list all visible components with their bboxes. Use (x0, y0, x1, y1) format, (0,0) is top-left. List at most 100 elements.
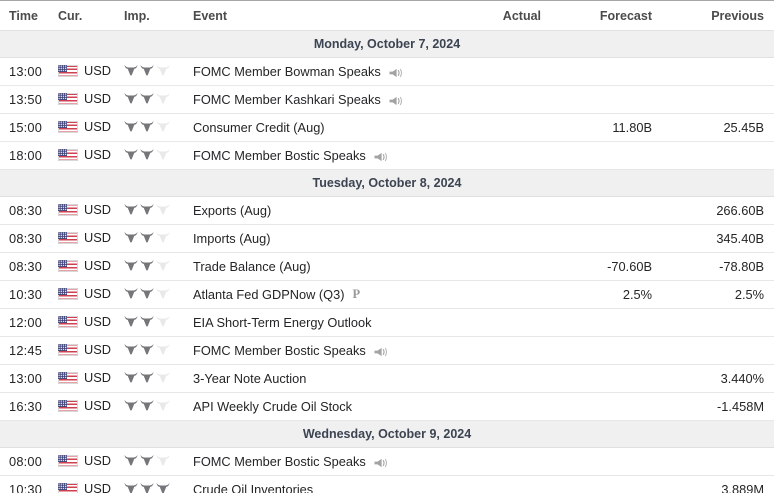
importance-cell (123, 58, 192, 86)
previous-value: 3.440% (662, 365, 774, 393)
event-link[interactable]: Exports (Aug) (193, 203, 271, 218)
event-row[interactable]: 10:30 USD Atlanta Fed GDPNow (Q3) (0, 281, 774, 309)
event-currency: USD (57, 448, 123, 476)
previous-value: -1.458M (662, 393, 774, 421)
event-link[interactable]: FOMC Member Bowman Speaks (193, 64, 381, 79)
us-flag-icon (58, 372, 78, 384)
day-header-row: Monday, October 7, 2024 (0, 31, 774, 58)
bull-icon (124, 232, 138, 243)
column-header-importance: Imp. (123, 1, 192, 31)
event-row[interactable]: 13:50 USD FOMC Member Kashkari Speaks (0, 86, 774, 114)
bull-icon (156, 93, 170, 104)
event-row[interactable]: 08:30 USD Exports (Aug) (0, 197, 774, 225)
preliminary-icon: P (352, 287, 360, 302)
event-row[interactable]: 13:00 USD 3-Year Note Auction (0, 365, 774, 393)
event-link[interactable]: Crude Oil Inventories (193, 482, 313, 493)
actual-value (463, 476, 551, 493)
previous-value: 3.889M (662, 476, 774, 493)
event-row[interactable]: 08:00 USD FOMC Member Bostic Speaks (0, 448, 774, 476)
bull-icon (156, 260, 170, 271)
event-row[interactable]: 10:30 USD Crude Oil Inventories (0, 476, 774, 493)
event-cell: FOMC Member Bostic Speaks (192, 448, 463, 476)
bull-icon (124, 65, 138, 76)
event-time: 08:30 (0, 197, 57, 225)
bull-icon (156, 483, 170, 493)
bull-icon (124, 316, 138, 327)
importance-cell (123, 281, 192, 309)
currency-code: USD (84, 202, 111, 217)
actual-value (463, 114, 551, 142)
event-cell: 3-Year Note Auction (192, 365, 463, 393)
bull-icon (156, 455, 170, 466)
forecast-value (551, 86, 662, 114)
event-link[interactable]: API Weekly Crude Oil Stock (193, 399, 352, 414)
event-cell: FOMC Member Bostic Speaks (192, 142, 463, 170)
bull-icon (156, 232, 170, 243)
event-link[interactable]: Consumer Credit (Aug) (193, 120, 325, 135)
forecast-value (551, 365, 662, 393)
bull-icon (124, 483, 138, 493)
event-currency: USD (57, 114, 123, 142)
event-link[interactable]: Trade Balance (Aug) (193, 259, 311, 274)
previous-value (662, 58, 774, 86)
event-currency: USD (57, 86, 123, 114)
event-row[interactable]: 08:30 USD Trade Balance (Aug) (0, 253, 774, 281)
previous-value: 266.60B (662, 197, 774, 225)
event-time: 15:00 (0, 114, 57, 142)
forecast-value (551, 337, 662, 365)
bull-icon (156, 204, 170, 215)
currency-code: USD (84, 230, 111, 245)
currency-code: USD (84, 481, 111, 493)
event-row[interactable]: 15:00 USD Consumer Credit (Aug) (0, 114, 774, 142)
speaker-icon (374, 152, 388, 162)
bull-icon (140, 204, 154, 215)
event-link[interactable]: Imports (Aug) (193, 231, 271, 246)
importance-cell (123, 253, 192, 281)
currency-code: USD (84, 147, 111, 162)
bull-icon (140, 93, 154, 104)
header-row: Time Cur. Imp. Event Actual Forecast Pre… (0, 1, 774, 31)
event-link[interactable]: 3-Year Note Auction (193, 371, 306, 386)
event-cell: Trade Balance (Aug) (192, 253, 463, 281)
us-flag-icon (58, 344, 78, 356)
importance-cell (123, 142, 192, 170)
event-link[interactable]: FOMC Member Bostic Speaks (193, 148, 366, 163)
event-row[interactable]: 12:00 USD EIA Short-Term Energy Outlook (0, 309, 774, 337)
bull-icon (156, 121, 170, 132)
previous-value: 345.40B (662, 225, 774, 253)
bull-icon (156, 149, 170, 160)
event-currency: USD (57, 337, 123, 365)
event-row[interactable]: 16:30 USD API Weekly Crude Oil Stock (0, 393, 774, 421)
event-cell: Exports (Aug) (192, 197, 463, 225)
bull-icon (140, 400, 154, 411)
forecast-value: 2.5% (551, 281, 662, 309)
us-flag-icon (58, 93, 78, 105)
bull-icon (124, 400, 138, 411)
event-link[interactable]: FOMC Member Bostic Speaks (193, 454, 366, 469)
previous-value (662, 448, 774, 476)
us-flag-icon (58, 316, 78, 328)
importance-cell (123, 448, 192, 476)
event-link[interactable]: FOMC Member Kashkari Speaks (193, 92, 381, 107)
event-link[interactable]: Atlanta Fed GDPNow (Q3) (193, 287, 344, 302)
event-link[interactable]: EIA Short-Term Energy Outlook (193, 315, 372, 330)
event-time: 08:00 (0, 448, 57, 476)
event-cell: Atlanta Fed GDPNow (Q3) P (192, 281, 463, 309)
bull-icon (156, 400, 170, 411)
previous-value (662, 142, 774, 170)
importance-cell (123, 476, 192, 493)
speaker-icon (374, 347, 388, 357)
event-link[interactable]: FOMC Member Bostic Speaks (193, 343, 366, 358)
event-row[interactable]: 12:45 USD FOMC Member Bostic Speaks (0, 337, 774, 365)
column-header-event: Event (192, 1, 463, 31)
previous-value (662, 337, 774, 365)
event-row[interactable]: 08:30 USD Imports (Aug) (0, 225, 774, 253)
event-currency: USD (57, 309, 123, 337)
bull-icon (124, 372, 138, 383)
forecast-value (551, 448, 662, 476)
previous-value: -78.80B (662, 253, 774, 281)
event-row[interactable]: 13:00 USD FOMC Member Bowman Speaks (0, 58, 774, 86)
event-row[interactable]: 18:00 USD FOMC Member Bostic Speaks (0, 142, 774, 170)
currency-code: USD (84, 119, 111, 134)
us-flag-icon (58, 65, 78, 77)
